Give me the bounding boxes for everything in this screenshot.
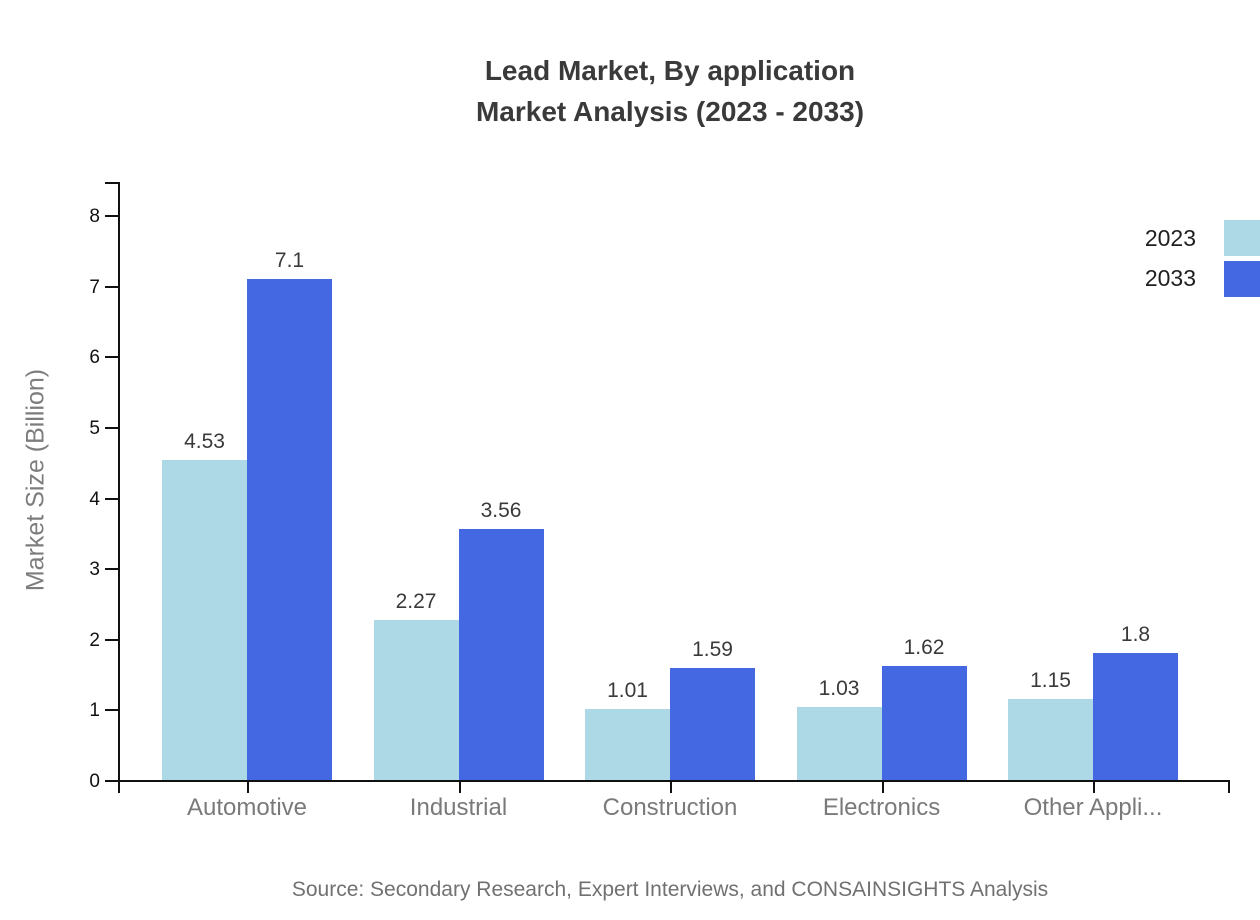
y-tick: [105, 780, 118, 782]
bar-2033-automotive: [247, 278, 332, 780]
bar-2023-other-appli-: [1008, 698, 1093, 780]
legend-label-2023: 2023: [1144, 225, 1196, 251]
chart-title: Lead Market, By application Market Analy…: [476, 50, 864, 132]
bar-2023-electronics: [796, 707, 882, 780]
y-tick-label: 6: [89, 347, 100, 369]
y-tick: [105, 709, 118, 712]
category-label: Industrial: [409, 794, 508, 821]
category-label: Construction: [602, 794, 738, 821]
y-tick: [105, 426, 118, 429]
chart-title-line2: Market Analysis (2023 - 2033): [475, 96, 865, 127]
value-label: 1.15: [1030, 668, 1071, 692]
x-tick: [1093, 780, 1095, 793]
y-tick: [105, 356, 118, 359]
y-tick-label: 4: [89, 488, 100, 510]
category-label: Electronics: [822, 794, 941, 821]
bar-2033-other-appli-: [1093, 652, 1178, 780]
legend-swatch-2033: [1224, 261, 1260, 297]
x-axis-end-tick: [118, 780, 120, 793]
y-tick-label: 8: [89, 206, 100, 227]
source-attribution: Source: Secondary Research, Expert Inter…: [291, 878, 1049, 901]
y-tick-label: 7: [89, 276, 100, 298]
bar-2033-industrial: [458, 528, 544, 780]
x-tick: [247, 780, 249, 793]
y-tick: [105, 568, 118, 571]
y-axis-end-tick: [105, 182, 118, 184]
x-axis-line: [118, 780, 1230, 782]
y-axis-label: Market Size (Billion): [21, 368, 50, 592]
bar-2023-industrial: [373, 619, 459, 780]
y-tick-label: 2: [89, 629, 100, 651]
category-label: Automotive: [186, 794, 308, 821]
bar-2033-construction: [670, 667, 755, 780]
y-tick: [105, 215, 118, 217]
y-tick-label: 5: [89, 417, 100, 439]
value-label: 4.53: [184, 430, 225, 454]
y-tick-label: 3: [89, 559, 100, 581]
category-label: Other Appli...: [1023, 794, 1163, 821]
y-tick: [105, 497, 118, 500]
bar-2023-construction: [585, 708, 670, 780]
value-label: 1.01: [607, 678, 648, 702]
x-tick: [458, 780, 461, 793]
value-label: 1.59: [692, 637, 733, 661]
x-axis-end-tick: [1228, 780, 1230, 793]
value-label: 1.8: [1120, 622, 1151, 646]
y-tick: [105, 638, 118, 641]
x-tick: [670, 780, 672, 793]
legend-label-2033: 2033: [1144, 265, 1196, 291]
y-tick-label: 1: [89, 700, 100, 722]
y-tick: [105, 285, 118, 288]
value-label: 1.62: [903, 635, 945, 659]
value-label: 2.27: [395, 589, 437, 613]
x-tick: [881, 780, 884, 793]
value-label: 1.03: [818, 677, 860, 701]
bar-2023-automotive: [162, 460, 247, 780]
y-tick-label: 0: [89, 771, 100, 792]
value-label: 7.1: [274, 248, 305, 272]
bar-2033-electronics: [881, 665, 967, 780]
y-axis-line: [118, 182, 120, 792]
value-label: 3.56: [480, 498, 522, 522]
chart-title-line1: Lead Market, By application: [484, 55, 856, 86]
legend-swatch-2023: [1224, 220, 1260, 256]
